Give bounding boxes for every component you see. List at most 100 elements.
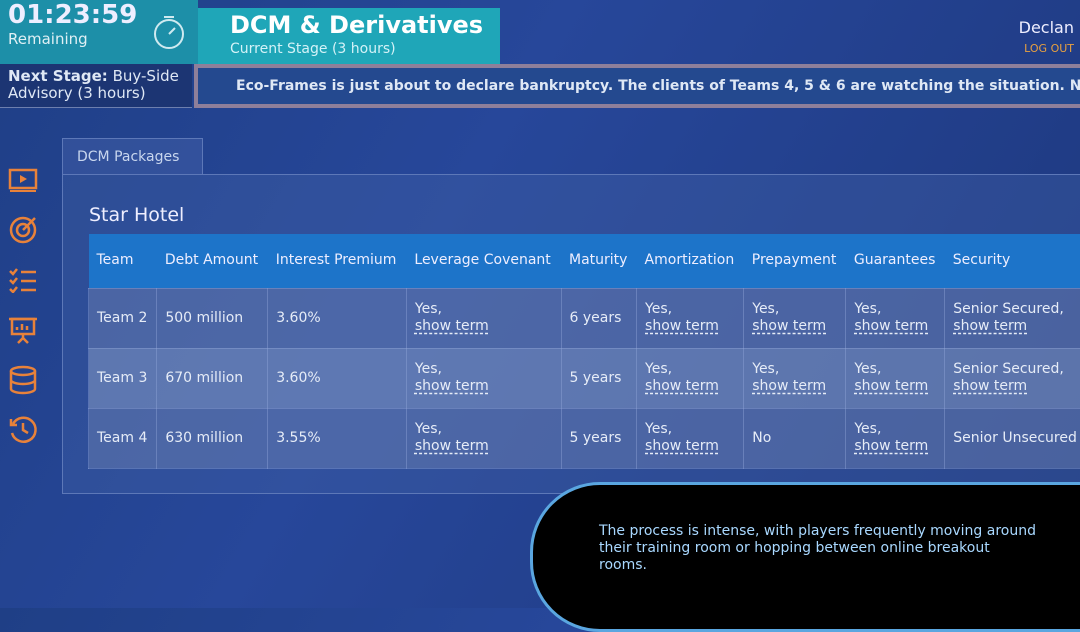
column-header: Security [945,234,1080,288]
presentation-icon[interactable] [6,305,40,355]
table-cell: Yes,show term [744,288,846,348]
cell-text: Team 2 [97,310,147,326]
cell-text: 3.60% [276,310,320,326]
cell-text: No [752,430,771,446]
history-icon[interactable] [6,405,40,455]
show-term-link[interactable]: show term [415,438,489,454]
table-cell: Senior Secured,show term [945,288,1080,348]
tab-dcm-packages[interactable]: DCM Packages [62,138,203,175]
cell-text: 6 years [570,310,622,326]
show-term-link[interactable]: show term [752,318,826,334]
table-cell: Yes,show term [846,408,945,468]
table-cell: Team 2 [89,288,157,348]
video-icon[interactable] [6,155,40,205]
show-term-link[interactable]: show term [854,318,928,334]
database-icon[interactable] [6,355,40,405]
table-cell: 5 years [561,348,637,408]
cell-text: Senior Unsecured [953,430,1077,446]
next-stage-label: Next Stage: [8,67,108,85]
table-cell: 6 years [561,288,637,348]
stopwatch-icon [152,14,186,50]
cell-text: 670 million [165,370,243,386]
cell-text: Yes, [854,421,881,437]
cell-text: Yes, [645,361,672,377]
cell-text: 500 million [165,310,243,326]
show-term-link[interactable]: show term [953,318,1027,334]
show-term-link[interactable]: show term [415,318,489,334]
table-cell: Yes,show term [846,348,945,408]
cell-text: Yes, [645,301,672,317]
cell-text: Yes, [854,361,881,377]
panel-title: Star Hotel [89,203,184,227]
table-cell: Team 3 [89,348,157,408]
cell-text: Senior Secured, [953,361,1064,377]
column-header: Leverage Covenant [406,234,561,288]
user-name: Declan [1019,18,1074,38]
table-cell: Yes,show term [637,288,744,348]
cell-text: 630 million [165,430,243,446]
cell-text: Team 3 [97,370,147,386]
caption-overlay: The process is intense, with players fre… [530,482,1080,632]
cell-text: 3.60% [276,370,320,386]
show-term-link[interactable]: show term [953,378,1027,394]
table-cell: Senior Unsecured [945,408,1080,468]
table-cell: Yes,show term [406,288,561,348]
show-term-link[interactable]: show term [645,378,719,394]
current-stage: DCM & Derivatives Current Stage (3 hours… [198,8,500,64]
sidebar [6,155,40,455]
column-header: Team [89,234,157,288]
cell-text: Senior Secured, [953,301,1064,317]
table-cell: Yes,show term [406,408,561,468]
cell-text: 5 years [570,370,622,386]
column-header: Amortization [637,234,744,288]
table-cell: 5 years [561,408,637,468]
column-header: Debt Amount [157,234,268,288]
table-cell: Yes,show term [744,348,846,408]
table-cell: Yes,show term [637,348,744,408]
table-cell: Senior Secured,show term [945,348,1080,408]
table-cell: 630 million [157,408,268,468]
timer-panel: 01:23:59 Remaining [0,0,198,64]
checklist-icon[interactable] [6,255,40,305]
column-header: Guarantees [846,234,945,288]
column-header: Maturity [561,234,637,288]
cell-text: Yes, [752,361,779,377]
cell-text: 3.55% [276,430,320,446]
column-header: Prepayment [744,234,846,288]
table-cell: Yes,show term [406,348,561,408]
table-cell: No [744,408,846,468]
show-term-link[interactable]: show term [645,318,719,334]
stage-title: DCM & Derivatives [230,11,468,40]
cell-text: Team 4 [97,430,147,446]
table-cell: 3.55% [268,408,407,468]
next-stage: Next Stage: Buy-Side Advisory (3 hours) [0,64,192,108]
stage-subtitle: Current Stage (3 hours) [230,40,468,58]
cell-text: Yes, [415,421,442,437]
table-cell: Yes,show term [846,288,945,348]
cell-text: Yes, [415,301,442,317]
table-cell: Yes,show term [637,408,744,468]
show-term-link[interactable]: show term [415,378,489,394]
cell-text: Yes, [415,361,442,377]
cell-text: Yes, [645,421,672,437]
show-term-link[interactable]: show term [752,378,826,394]
cell-text: Yes, [854,301,881,317]
logout-link[interactable]: LOG OUT [1019,42,1074,56]
show-term-link[interactable]: show term [854,378,928,394]
table-cell: Team 4 [89,408,157,468]
column-header: Interest Premium [268,234,407,288]
table-cell: 3.60% [268,288,407,348]
show-term-link[interactable]: show term [645,438,719,454]
table-cell: 3.60% [268,348,407,408]
show-term-link[interactable]: show term [854,438,928,454]
target-icon[interactable] [6,205,40,255]
news-ticker: Eco-Frames is just about to declare bank… [194,64,1080,108]
cell-text: Yes, [752,301,779,317]
cell-text: 5 years [570,430,622,446]
table-cell: 670 million [157,348,268,408]
user-menu: Declan LOG OUT [1019,18,1074,56]
